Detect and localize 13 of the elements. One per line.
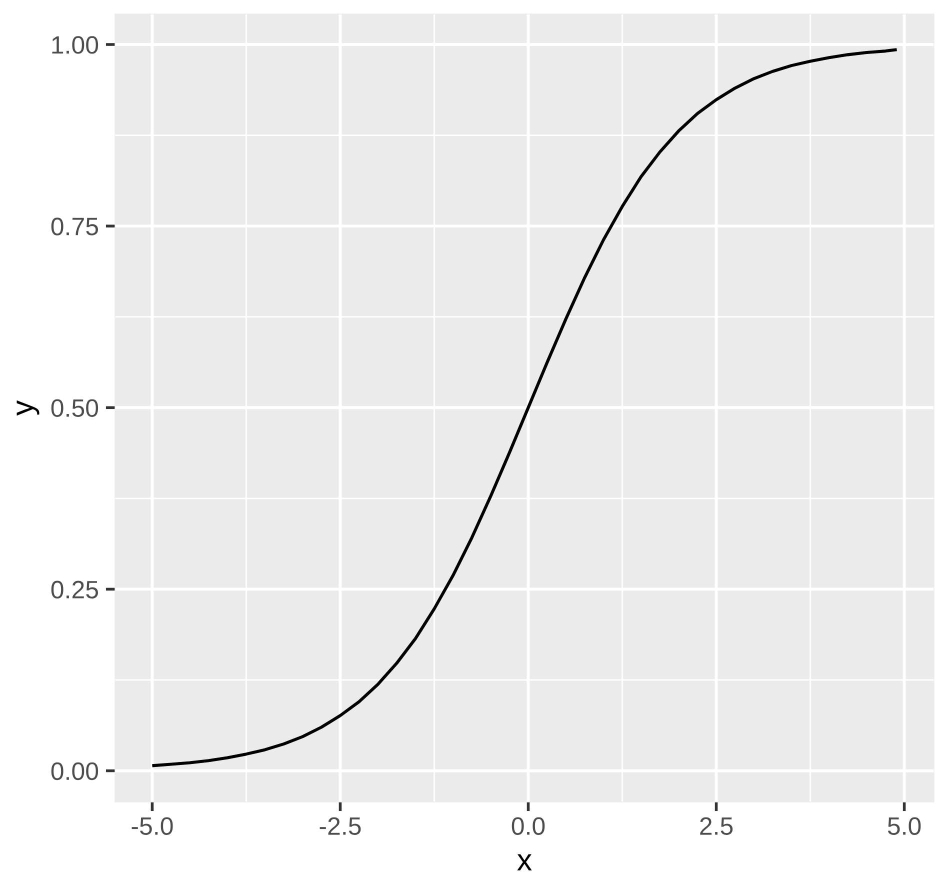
x-tick-label: 2.5 bbox=[700, 817, 733, 835]
y-tick-label: 0.50 bbox=[51, 399, 98, 417]
x-tick-label: -5.0 bbox=[132, 817, 173, 835]
x-tick-label: 5.0 bbox=[888, 817, 921, 835]
x-axis-title: x bbox=[517, 854, 532, 870]
x-tick-label: -2.5 bbox=[320, 817, 361, 835]
y-tick-label: 1.00 bbox=[52, 36, 98, 54]
y-tick-label: 0.00 bbox=[51, 762, 98, 780]
y-tick-label: 0.25 bbox=[51, 580, 98, 599]
y-axis-title: y bbox=[16, 400, 40, 416]
x-tick-label: 0.0 bbox=[512, 817, 545, 835]
line-series bbox=[150, 48, 898, 768]
y-tick-label: 0.75 bbox=[51, 218, 98, 236]
